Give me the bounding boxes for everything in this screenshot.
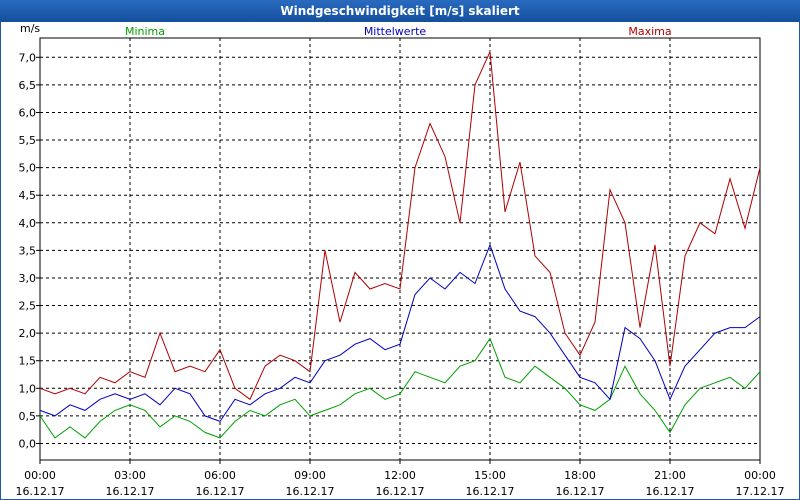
y-tick-label: 5,5 (19, 134, 37, 147)
y-tick-label: 4,5 (19, 189, 37, 202)
axes-layer (36, 37, 761, 464)
y-tick-label: 7,0 (19, 51, 37, 64)
x-tick-time: 03:00 (114, 469, 146, 482)
y-tick-label: 6,0 (19, 106, 37, 119)
x-tick-date: 16.12.17 (376, 485, 425, 498)
series-layer (39, 49, 761, 439)
x-tick-time: 09:00 (294, 469, 326, 482)
x-tick-date: 16.12.17 (106, 485, 155, 498)
series-line-minima (39, 337, 761, 439)
x-tick-time: 00:00 (744, 469, 776, 482)
y-tick-label: 2,5 (19, 300, 37, 313)
x-tick-date: 16.12.17 (646, 485, 695, 498)
y-tick-label: 3,5 (19, 244, 37, 257)
legend-mittelwerte: Mittelwerte (364, 25, 427, 38)
series-line-maxima (39, 49, 761, 401)
x-tick-date: 16.12.17 (286, 485, 335, 498)
x-tick-time: 12:00 (384, 469, 416, 482)
y-tick-label: 4,0 (19, 217, 37, 230)
legend-maxima: Maxima (628, 25, 671, 38)
y-tick-label: 2,0 (19, 327, 37, 340)
legend-minima: Minima (125, 25, 165, 38)
y-tick-label: 0,5 (19, 410, 37, 423)
grid-layer (40, 38, 760, 460)
y-tick-label: 1,0 (19, 382, 37, 395)
y-tick-label: 3,0 (19, 272, 37, 285)
y-tick-label: 5,0 (19, 162, 37, 175)
x-tick-time: 18:00 (564, 469, 596, 482)
x-tick-time: 21:00 (654, 469, 686, 482)
x-tick-date: 16.12.17 (16, 485, 65, 498)
window-title: Windgeschwindigkeit [m/s] skaliert (0, 0, 800, 22)
y-tick-label: 1,5 (19, 355, 37, 368)
labels-layer: 0,0 0,5 1,0 1,5 2,0 2,5 3,0 3,5 4,0 4,5 5,0 5,5 6,0 6… (16, 22, 785, 498)
y-tick-label: 0,0 (19, 437, 37, 450)
x-tick-date: 17.12.17 (736, 485, 785, 498)
x-tick-time: 06:00 (204, 469, 236, 482)
y-axis-label: m/s (20, 22, 40, 35)
x-tick-date: 16.12.17 (466, 485, 515, 498)
x-tick-time: 00:00 (24, 469, 56, 482)
y-tick-label: 6,5 (19, 79, 37, 92)
series-line-mittelwerte (39, 243, 761, 423)
x-tick-date: 16.12.17 (196, 485, 245, 498)
x-tick-date: 16.12.17 (556, 485, 605, 498)
x-tick-time: 15:00 (474, 469, 506, 482)
